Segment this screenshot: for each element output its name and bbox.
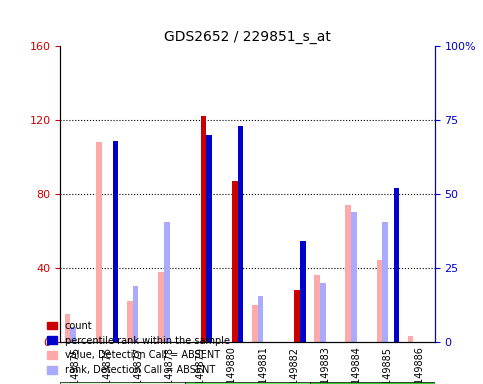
Bar <box>96 142 101 342</box>
Bar <box>377 260 383 342</box>
Bar <box>238 126 243 342</box>
Bar <box>164 222 170 342</box>
Bar <box>127 301 133 342</box>
Bar <box>113 141 118 342</box>
Bar <box>206 135 212 342</box>
Bar <box>252 305 257 342</box>
Bar <box>314 275 320 342</box>
Bar <box>133 286 138 342</box>
Legend: count, percentile rank within the sample, value, Detection Call = ABSENT, rank, : count, percentile rank within the sample… <box>43 317 234 379</box>
Bar <box>232 181 238 342</box>
Bar <box>294 290 300 342</box>
FancyBboxPatch shape <box>310 382 435 384</box>
Bar <box>320 283 326 342</box>
Bar <box>394 188 399 342</box>
Bar <box>201 116 206 342</box>
Title: GDS2652 / 229851_s_at: GDS2652 / 229851_s_at <box>164 30 331 44</box>
Bar <box>408 336 413 342</box>
FancyBboxPatch shape <box>60 382 185 384</box>
Bar <box>345 205 351 342</box>
Bar <box>65 314 71 342</box>
FancyBboxPatch shape <box>185 382 310 384</box>
Bar <box>300 241 306 342</box>
Bar <box>71 327 76 342</box>
Bar <box>351 212 357 342</box>
Bar <box>158 271 164 342</box>
Bar <box>383 222 388 342</box>
Bar <box>257 296 263 342</box>
